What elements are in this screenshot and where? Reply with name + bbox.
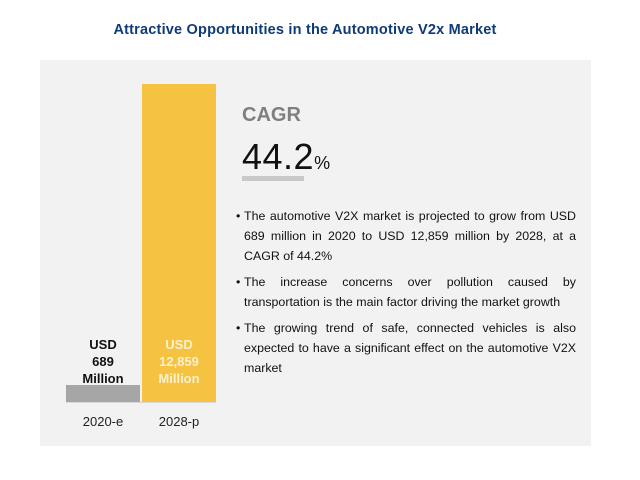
bullet-text: The increase concerns over pollution cau… bbox=[244, 275, 576, 309]
bullet-list: • The automotive V2X market is projected … bbox=[236, 206, 576, 384]
data-label-line: Million bbox=[158, 371, 200, 386]
cagr-label: CAGR bbox=[242, 104, 301, 126]
data-label-line: 12,859 bbox=[159, 354, 199, 369]
cagr-divider bbox=[242, 176, 304, 181]
infographic-panel: USD 689 Million 2020-e USD 12,859 Million 2028-… bbox=[40, 60, 591, 446]
bullet-item: • The increase concerns over pollution ca… bbox=[236, 272, 576, 312]
bullet-text: The growing trend of safe, connected veh… bbox=[244, 321, 576, 375]
bullet-text: The automotive V2X market is projected t… bbox=[244, 209, 576, 263]
bullet-icon: • bbox=[236, 321, 241, 335]
data-label: USD 12,859 Million bbox=[142, 336, 216, 387]
bullet-icon: • bbox=[236, 209, 241, 223]
data-label-line: USD bbox=[89, 337, 117, 352]
bullet-item: • The automotive V2X market is projected … bbox=[236, 206, 576, 266]
data-label-line: USD bbox=[165, 337, 193, 352]
page-title: Attractive Opportunities in the Automoti… bbox=[113, 22, 497, 38]
data-label: USD 689 Million bbox=[66, 336, 140, 387]
x-tick-label: 2020-e bbox=[82, 414, 124, 429]
bar-2028-p bbox=[142, 84, 216, 402]
bullet-icon: • bbox=[236, 275, 241, 289]
cagr-unit: % bbox=[314, 153, 331, 173]
cagr-number: 44.2 bbox=[242, 136, 315, 177]
bullet-item: • The growing trend of safe, connected ve… bbox=[236, 318, 576, 378]
data-label-line: 689 bbox=[92, 354, 114, 369]
bar-chart: USD 689 Million 2020-e USD 12,859 Million 2028-… bbox=[40, 60, 270, 446]
x-tick-label: 2028-p bbox=[158, 414, 200, 429]
data-label-line: Million bbox=[82, 371, 124, 386]
bar-2020-e bbox=[66, 384, 140, 402]
x-axis-line bbox=[66, 402, 216, 403]
cagr-value: 44.2% bbox=[242, 136, 331, 178]
